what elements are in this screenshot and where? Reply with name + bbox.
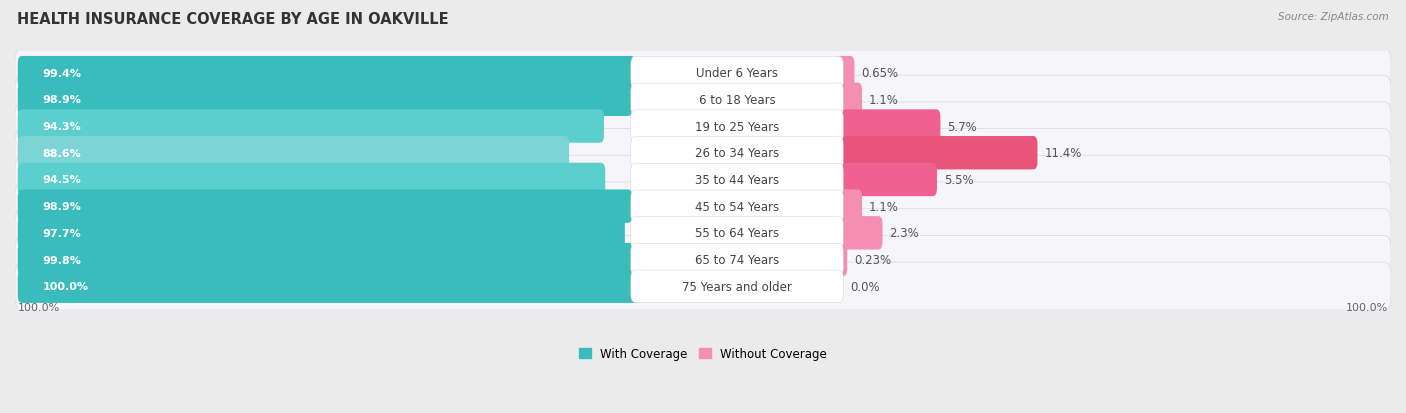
- FancyBboxPatch shape: [631, 137, 844, 169]
- FancyBboxPatch shape: [15, 76, 1391, 124]
- FancyBboxPatch shape: [835, 57, 855, 90]
- Text: 94.5%: 94.5%: [42, 175, 82, 185]
- FancyBboxPatch shape: [18, 190, 633, 223]
- FancyBboxPatch shape: [835, 164, 936, 197]
- Text: 5.7%: 5.7%: [948, 120, 977, 133]
- FancyBboxPatch shape: [18, 83, 633, 117]
- Text: 2.3%: 2.3%: [890, 227, 920, 240]
- FancyBboxPatch shape: [631, 244, 844, 276]
- Text: 99.4%: 99.4%: [42, 69, 82, 78]
- FancyBboxPatch shape: [15, 102, 1391, 151]
- FancyBboxPatch shape: [15, 49, 1391, 97]
- Text: 98.9%: 98.9%: [42, 95, 82, 105]
- Text: 35 to 44 Years: 35 to 44 Years: [695, 173, 779, 187]
- Text: 0.0%: 0.0%: [851, 280, 880, 293]
- FancyBboxPatch shape: [835, 110, 941, 143]
- Text: 45 to 54 Years: 45 to 54 Years: [695, 200, 779, 213]
- Text: HEALTH INSURANCE COVERAGE BY AGE IN OAKVILLE: HEALTH INSURANCE COVERAGE BY AGE IN OAKV…: [17, 12, 449, 27]
- Text: 5.5%: 5.5%: [943, 173, 973, 187]
- FancyBboxPatch shape: [18, 164, 605, 197]
- FancyBboxPatch shape: [835, 216, 883, 250]
- FancyBboxPatch shape: [18, 243, 638, 277]
- FancyBboxPatch shape: [631, 164, 844, 196]
- Text: 75 Years and older: 75 Years and older: [682, 280, 792, 293]
- Text: 19 to 25 Years: 19 to 25 Years: [695, 120, 779, 133]
- FancyBboxPatch shape: [18, 110, 605, 143]
- FancyBboxPatch shape: [835, 243, 848, 277]
- Text: 26 to 34 Years: 26 to 34 Years: [695, 147, 779, 160]
- FancyBboxPatch shape: [835, 190, 862, 223]
- FancyBboxPatch shape: [631, 111, 844, 143]
- FancyBboxPatch shape: [18, 216, 624, 250]
- FancyBboxPatch shape: [18, 270, 638, 303]
- Text: 98.9%: 98.9%: [42, 202, 82, 211]
- Text: 100.0%: 100.0%: [42, 282, 89, 292]
- FancyBboxPatch shape: [18, 137, 569, 170]
- Text: 100.0%: 100.0%: [18, 302, 60, 312]
- Text: Under 6 Years: Under 6 Years: [696, 67, 778, 80]
- FancyBboxPatch shape: [631, 190, 844, 223]
- FancyBboxPatch shape: [15, 156, 1391, 204]
- FancyBboxPatch shape: [15, 236, 1391, 284]
- FancyBboxPatch shape: [631, 84, 844, 116]
- Text: 100.0%: 100.0%: [1346, 302, 1388, 312]
- FancyBboxPatch shape: [15, 209, 1391, 257]
- Text: 97.7%: 97.7%: [42, 228, 82, 238]
- FancyBboxPatch shape: [835, 137, 1038, 170]
- Text: 65 to 74 Years: 65 to 74 Years: [695, 254, 779, 266]
- FancyBboxPatch shape: [631, 271, 844, 303]
- Text: 55 to 64 Years: 55 to 64 Years: [695, 227, 779, 240]
- Text: 88.6%: 88.6%: [42, 148, 82, 158]
- FancyBboxPatch shape: [18, 57, 636, 90]
- FancyBboxPatch shape: [631, 217, 844, 249]
- Text: 6 to 18 Years: 6 to 18 Years: [699, 94, 776, 107]
- Text: 0.65%: 0.65%: [862, 67, 898, 80]
- Text: 11.4%: 11.4%: [1045, 147, 1081, 160]
- FancyBboxPatch shape: [631, 57, 844, 90]
- Text: Source: ZipAtlas.com: Source: ZipAtlas.com: [1278, 12, 1389, 22]
- FancyBboxPatch shape: [15, 129, 1391, 178]
- Text: 0.23%: 0.23%: [853, 254, 891, 266]
- FancyBboxPatch shape: [15, 183, 1391, 231]
- Legend: With Coverage, Without Coverage: With Coverage, Without Coverage: [579, 347, 827, 360]
- FancyBboxPatch shape: [15, 262, 1391, 311]
- Text: 99.8%: 99.8%: [42, 255, 82, 265]
- Text: 1.1%: 1.1%: [869, 200, 898, 213]
- Text: 94.3%: 94.3%: [42, 122, 82, 132]
- FancyBboxPatch shape: [835, 83, 862, 117]
- Text: 1.1%: 1.1%: [869, 94, 898, 107]
